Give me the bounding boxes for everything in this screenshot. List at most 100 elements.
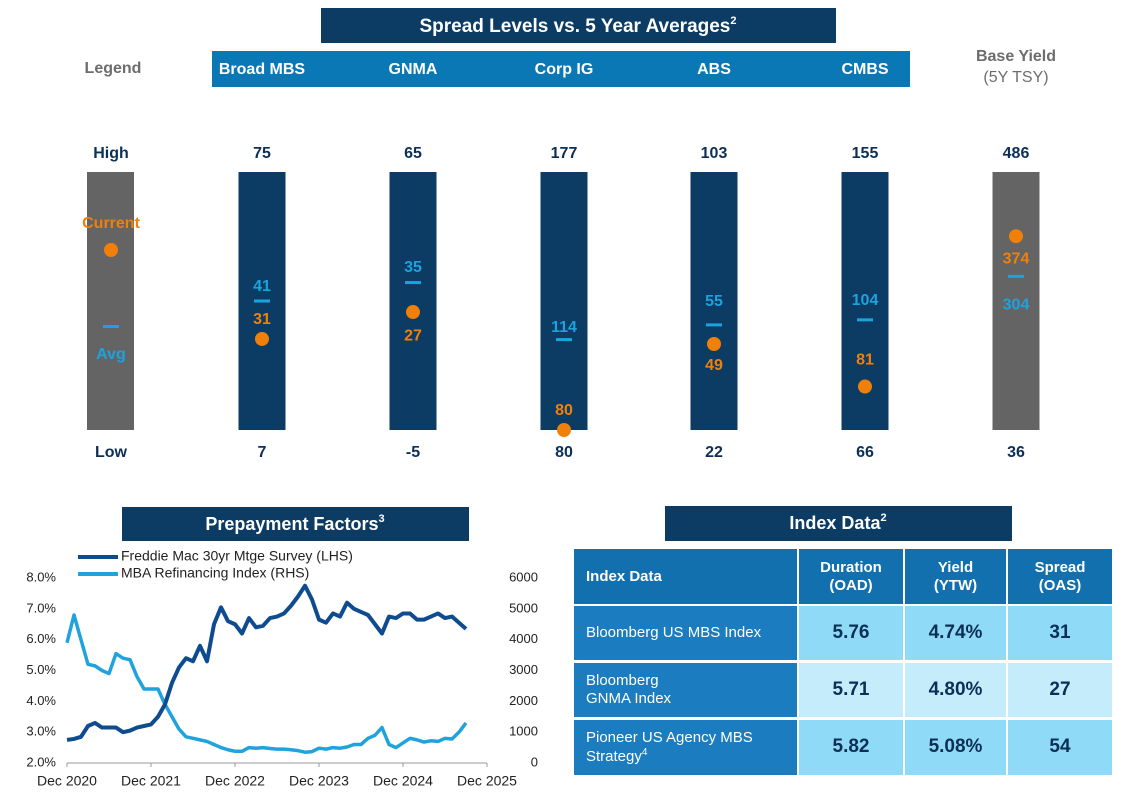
title-bar [665,506,1012,541]
header-bar [212,51,910,87]
series-line [66,583,468,742]
x-tick-label: Dec 2023 [289,773,349,789]
value-cell: 4.80% [905,663,1006,717]
low-label: 22 [705,444,723,461]
table-title: Index Data2 [789,512,886,533]
low-label: 36 [1007,444,1025,461]
table-header-cell: Duration (OAD) [799,549,903,604]
value-cell: 5.76 [799,606,903,660]
avg-marker [1008,274,1024,278]
legend-label: Freddie Mac 30yr Mtge Survey (LHS) [121,548,353,564]
column-header: Base Yield [976,48,1056,65]
current-label: 49 [705,357,723,374]
low-label: -5 [406,444,420,461]
low-label: 7 [258,444,267,461]
range-bar [389,172,437,430]
value-cell: 27 [1008,663,1112,717]
y2-tick-label: 0 [531,754,538,769]
footnote-mark: 3 [378,513,384,525]
chart-title: Prepayment Factors3 [205,513,384,534]
legend-avg: Avg [96,346,126,363]
y-tick-label: 5.0% [26,662,56,677]
y-tick-label: 3.0% [26,724,56,739]
legend-avg-marker [103,325,119,328]
y2-tick-label: 6000 [509,569,538,584]
title-text: Index Data [789,513,881,533]
x-tick-label: Dec 2022 [205,773,265,789]
low-label: 80 [555,444,573,461]
footnote-mark: 2 [730,15,736,27]
avg-marker [556,338,572,342]
x-tick-label: Dec 2021 [121,773,181,789]
footnote-mark: 2 [880,512,886,524]
y2-tick-label: 2000 [509,693,538,708]
row-name-wrap: Pioneer US Agency MBS Strategy4 [586,729,753,766]
current-marker [707,337,721,351]
row-name: Bloomberg GNMA Index [586,672,672,707]
low-label: 66 [856,444,874,461]
current-marker [858,379,872,394]
value-cell: 5.71 [799,663,903,717]
legend-current: Current [82,215,140,232]
title-bar [321,8,836,43]
column-header: ABS [697,61,731,78]
range-bar [540,172,588,430]
legend-bar [87,172,134,430]
value-cell: 31 [1008,606,1112,660]
chart-title: Spread Levels vs. 5 Year Averages2 [419,15,736,37]
row-name: Bloomberg US MBS Index [586,624,762,641]
column-header: Corp IG [535,61,594,78]
y-tick-label: 7.0% [26,600,56,615]
row-name: Pioneer US Agency MBS Strategy [586,729,753,765]
current-label: 81 [856,352,874,369]
avg-label: 55 [705,293,723,310]
current-label: 80 [555,402,573,419]
avg-label: 104 [852,292,879,309]
column-header: GNMA [389,61,438,78]
column-header: Broad MBS [219,61,306,78]
high-label: 75 [253,145,271,162]
current-marker [557,423,571,437]
row-name-cell: Bloomberg GNMA Index [574,663,797,717]
avg-label: 304 [1003,297,1030,314]
row-name-wrap: Bloomberg US MBS Index [586,624,761,642]
current-label: 27 [404,327,422,344]
table-header-cell: Index Data [574,549,797,604]
series-line [65,613,468,754]
y2-tick-label: 3000 [509,662,538,677]
y-tick-label: 2.0% [26,754,56,769]
y-tick-label: 8.0% [26,569,56,584]
value-cell: 4.74% [905,606,1006,660]
table-header-cell: Yield (YTW) [905,549,1006,604]
range-bar [690,172,738,430]
title-text: Spread Levels vs. 5 Year Averages [419,16,730,37]
title-bar [122,507,469,541]
high-label: 103 [701,145,728,162]
column-note: (5Y TSY) [983,69,1048,86]
legend-label: MBA Refinancing Index (RHS) [121,565,309,581]
high-label: 486 [1003,145,1030,162]
current-marker [1009,229,1023,244]
avg-marker [857,318,873,322]
x-tick-label: Dec 2020 [37,773,97,789]
row-name-wrap: Bloomberg GNMA Index [586,672,671,708]
range-bar [992,172,1040,430]
value-cell: 54 [1008,720,1112,775]
current-marker [255,331,269,346]
x-tick-label: Dec 2024 [373,773,433,789]
high-label: 177 [551,145,578,162]
avg-label: 41 [253,278,271,295]
y2-tick-label: 1000 [509,724,538,739]
y2-tick-label: 5000 [509,600,538,615]
high-label: 155 [852,145,879,162]
y-tick-label: 6.0% [26,631,56,646]
value-cell: 5.82 [799,720,903,775]
row-name-cell: Pioneer US Agency MBS Strategy4 [574,720,797,775]
legend-title: Legend [85,60,142,77]
y-tick-label: 4.0% [26,693,56,708]
current-label: 31 [253,311,271,328]
avg-marker [405,281,421,285]
legend-low: Low [95,444,128,461]
